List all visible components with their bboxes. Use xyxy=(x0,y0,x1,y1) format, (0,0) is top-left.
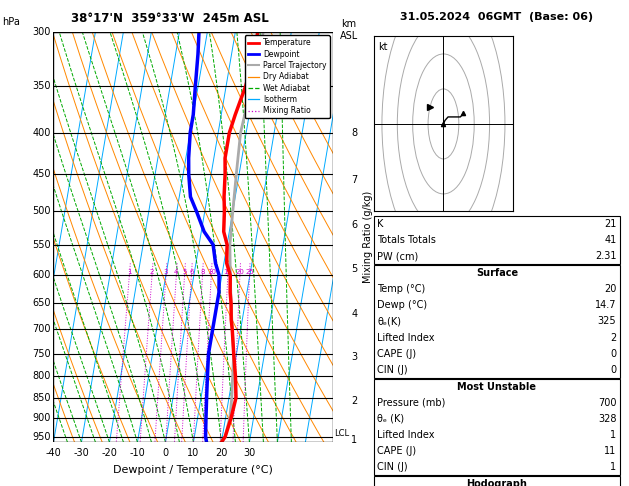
Text: 0: 0 xyxy=(610,348,616,359)
Text: 10: 10 xyxy=(207,269,216,275)
Text: Lifted Index: Lifted Index xyxy=(377,430,435,440)
Text: 31.05.2024  06GMT  (Base: 06): 31.05.2024 06GMT (Base: 06) xyxy=(400,12,594,22)
Text: 3: 3 xyxy=(351,352,357,363)
Text: Dewp (°C): Dewp (°C) xyxy=(377,300,428,311)
Text: Totals Totals: Totals Totals xyxy=(377,235,437,245)
Text: Mixing Ratio (g/kg): Mixing Ratio (g/kg) xyxy=(363,191,373,283)
Text: 8: 8 xyxy=(200,269,205,275)
Text: Temp (°C): Temp (°C) xyxy=(377,284,426,295)
Text: 500: 500 xyxy=(32,206,51,216)
Text: 550: 550 xyxy=(32,240,51,250)
Text: Dewpoint / Temperature (°C): Dewpoint / Temperature (°C) xyxy=(113,465,274,475)
Text: hPa: hPa xyxy=(2,17,19,27)
Text: 21: 21 xyxy=(604,219,616,229)
Text: K: K xyxy=(377,219,384,229)
Text: 20: 20 xyxy=(604,284,616,295)
Text: 10: 10 xyxy=(187,449,199,458)
Text: Surface: Surface xyxy=(476,268,518,278)
Text: θₑ(K): θₑ(K) xyxy=(377,316,401,327)
Text: 0: 0 xyxy=(162,449,169,458)
Text: 14.7: 14.7 xyxy=(595,300,616,311)
Text: 2: 2 xyxy=(610,332,616,343)
Text: 700: 700 xyxy=(32,325,51,334)
Text: Most Unstable: Most Unstable xyxy=(457,382,537,392)
Text: 4: 4 xyxy=(351,309,357,319)
Text: 650: 650 xyxy=(32,298,51,308)
Text: 1: 1 xyxy=(610,462,616,472)
Text: 900: 900 xyxy=(32,413,51,423)
Text: 1: 1 xyxy=(610,430,616,440)
Text: 38°17'N  359°33'W  245m ASL: 38°17'N 359°33'W 245m ASL xyxy=(71,12,269,25)
Text: 325: 325 xyxy=(598,316,616,327)
Text: 400: 400 xyxy=(32,128,51,138)
Text: 450: 450 xyxy=(32,169,51,179)
Text: PW (cm): PW (cm) xyxy=(377,251,419,261)
Text: 328: 328 xyxy=(598,414,616,424)
Text: 41: 41 xyxy=(604,235,616,245)
Legend: Temperature, Dewpoint, Parcel Trajectory, Dry Adiabat, Wet Adiabat, Isotherm, Mi: Temperature, Dewpoint, Parcel Trajectory… xyxy=(245,35,330,118)
Text: 6: 6 xyxy=(189,269,194,275)
Text: 0: 0 xyxy=(610,364,616,375)
Text: Lifted Index: Lifted Index xyxy=(377,332,435,343)
Text: -20: -20 xyxy=(101,449,118,458)
Text: CAPE (J): CAPE (J) xyxy=(377,348,416,359)
Text: -10: -10 xyxy=(130,449,145,458)
Text: 11: 11 xyxy=(604,446,616,456)
Text: 850: 850 xyxy=(32,393,51,403)
Text: 7: 7 xyxy=(351,174,357,185)
Text: 20: 20 xyxy=(235,269,244,275)
Text: © weatheronline.co.uk: © weatheronline.co.uk xyxy=(441,471,553,481)
Text: Hodograph: Hodograph xyxy=(467,479,527,486)
Text: LCL: LCL xyxy=(334,429,349,437)
Text: Pressure (mb): Pressure (mb) xyxy=(377,398,446,408)
Text: 950: 950 xyxy=(32,432,51,442)
Text: CIN (J): CIN (J) xyxy=(377,364,408,375)
Text: 3: 3 xyxy=(164,269,169,275)
Text: 30: 30 xyxy=(243,449,255,458)
Text: CAPE (J): CAPE (J) xyxy=(377,446,416,456)
Text: 600: 600 xyxy=(32,270,51,280)
Text: 2: 2 xyxy=(351,396,357,405)
Text: 350: 350 xyxy=(32,81,51,91)
Text: 15: 15 xyxy=(223,269,232,275)
Text: 1: 1 xyxy=(127,269,131,275)
Text: 700: 700 xyxy=(598,398,616,408)
Text: 5: 5 xyxy=(182,269,187,275)
Text: 300: 300 xyxy=(32,27,51,36)
Text: -40: -40 xyxy=(45,449,62,458)
Text: 4: 4 xyxy=(174,269,179,275)
Text: 6: 6 xyxy=(351,220,357,230)
Text: km: km xyxy=(342,19,357,29)
Text: CIN (J): CIN (J) xyxy=(377,462,408,472)
Text: kt: kt xyxy=(379,42,388,52)
Text: 8: 8 xyxy=(351,128,357,138)
Text: -30: -30 xyxy=(74,449,89,458)
Text: 5: 5 xyxy=(351,264,357,274)
Text: ASL: ASL xyxy=(340,31,359,41)
Text: 2: 2 xyxy=(150,269,154,275)
Text: 800: 800 xyxy=(32,371,51,382)
Text: 750: 750 xyxy=(32,348,51,359)
Text: 25: 25 xyxy=(245,269,254,275)
Text: 1: 1 xyxy=(351,435,357,446)
Text: 2.31: 2.31 xyxy=(595,251,616,261)
Text: θₑ (K): θₑ (K) xyxy=(377,414,404,424)
Text: 20: 20 xyxy=(215,449,228,458)
